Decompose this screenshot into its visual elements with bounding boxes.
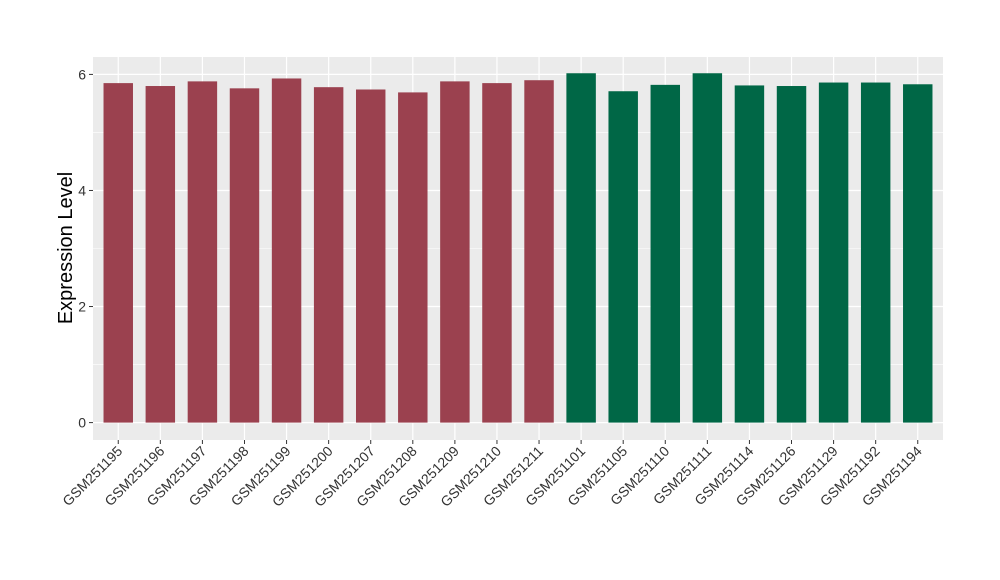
bar [271,78,302,423]
bar [313,87,344,423]
bar [440,81,470,423]
y-axis: 0 2 4 6 [78,66,93,431]
x-axis: GSM251195GSM251196GSM251197GSM251198GSM2… [59,440,925,510]
bars [103,73,933,423]
bar [145,86,176,423]
bar [566,73,596,423]
bar [818,82,849,423]
bar [776,86,807,423]
y-tick-label: 4 [78,182,86,198]
bar [187,81,218,423]
bar [903,84,933,423]
y-tick-label: 0 [78,415,86,431]
bar [734,85,765,423]
bar [103,83,133,423]
bar [398,92,428,423]
y-tick-label: 2 [78,299,86,315]
bar [355,89,386,423]
bar [229,88,260,423]
bar [692,73,723,423]
y-tick-label: 6 [78,66,86,82]
bar [608,91,638,423]
y-axis-title: Expression Level [55,172,77,324]
bar [524,80,554,423]
bar [650,84,681,423]
bar [482,83,512,423]
bar [860,82,891,423]
